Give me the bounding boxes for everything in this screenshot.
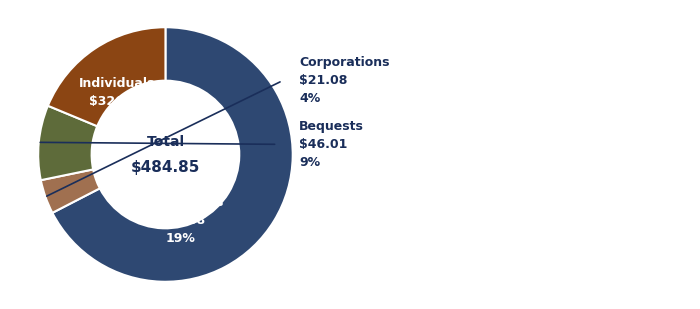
Text: Individuals
$326.87
67%: Individuals $326.87 67% <box>79 77 155 125</box>
Text: $484.85: $484.85 <box>131 160 200 175</box>
Wedge shape <box>38 106 97 180</box>
Wedge shape <box>48 27 165 126</box>
Text: Corporations
$21.08
4%: Corporations $21.08 4% <box>299 56 390 105</box>
Wedge shape <box>52 27 293 282</box>
Text: Bequests
$46.01
9%: Bequests $46.01 9% <box>299 120 364 169</box>
Wedge shape <box>41 169 100 213</box>
Text: Foundations
$90.88
19%: Foundations $90.88 19% <box>137 196 224 245</box>
Text: Total: Total <box>146 135 185 149</box>
